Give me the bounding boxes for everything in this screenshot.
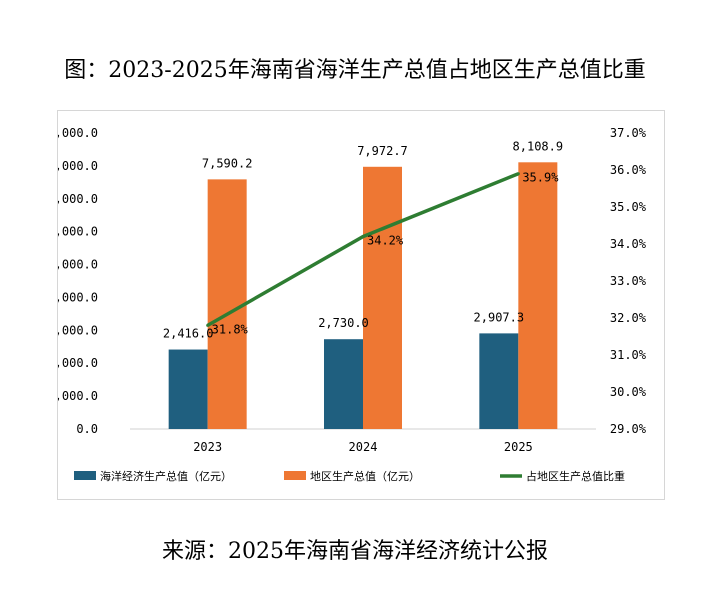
legend-swatch [74,471,96,480]
left-tick-label: 3,000.0 [58,323,98,337]
left-tick-label: 5,000.0 [58,258,98,272]
ratio-point [516,172,520,176]
chart-title: 图：2023-2025年海南省海洋生产总值占地区生产总值比重 [64,58,646,83]
bar-data-label: 2,730.0 [318,316,369,330]
ratio-point [361,235,365,239]
bar-data-label: 7,590.2 [202,156,253,170]
bar-data-label: 2,907.3 [474,310,525,324]
legend-label: 海洋经济生产总值（亿元） [100,469,232,483]
x-tick-label: 2023 [193,440,222,454]
x-tick-label: 2024 [349,440,378,454]
bar-regional [363,166,402,430]
left-tick-label: 8,000.0 [58,159,98,173]
bar-regional [207,179,247,429]
bar-data-label: 8,108.9 [513,139,564,153]
bar-marine [479,333,519,429]
left-tick-label: 9,000.0 [58,126,98,140]
bar-marine [168,349,208,429]
right-tick-label: 36.0% [610,163,647,177]
right-tick-label: 34.0% [610,237,647,251]
left-tick-label: 4,000.0 [58,290,98,304]
ratio-point [206,323,210,327]
legend-swatch [284,471,306,480]
right-tick-label: 37.0% [610,126,647,140]
chart-svg: 0.0 1,000.0 2,000.0 3,000.0 4,000.0 5,000.0 6,… [47,126,647,483]
bar-marine [324,339,363,429]
bar-data-label: 7,972.7 [357,144,408,158]
left-tick-label: 2,000.0 [58,356,98,370]
right-tick-label: 32.0% [610,311,647,325]
left-tick-label: 6,000.0 [58,225,98,239]
chart-source: 来源：2025年海南省海洋经济统计公报 [162,539,548,564]
ratio-data-label: 34.2% [367,234,404,248]
right-tick-label: 31.0% [610,348,647,362]
left-tick-label: 1,000.0 [58,389,98,403]
legend-label: 地区生产总值（亿元） [310,469,420,483]
bar-regional [518,162,558,429]
chart-frame: 0.0 1,000.0 2,000.0 3,000.0 4,000.0 5,000.0 6,… [47,110,665,500]
right-tick-label: 29.0% [610,422,647,436]
legend-label: 占地区生产总值比重 [526,469,625,483]
left-tick-label: 0.0 [76,422,98,436]
right-tick-label: 30.0% [610,385,647,399]
ratio-data-label: 35.9% [522,171,559,185]
left-tick-label: 7,000.0 [58,192,98,206]
x-tick-label: 2025 [504,440,533,454]
right-tick-label: 33.0% [610,274,647,288]
ratio-data-label: 31.8% [212,322,249,336]
bar-data-label: 2,416.0 [163,327,214,341]
right-tick-label: 35.0% [610,200,647,214]
